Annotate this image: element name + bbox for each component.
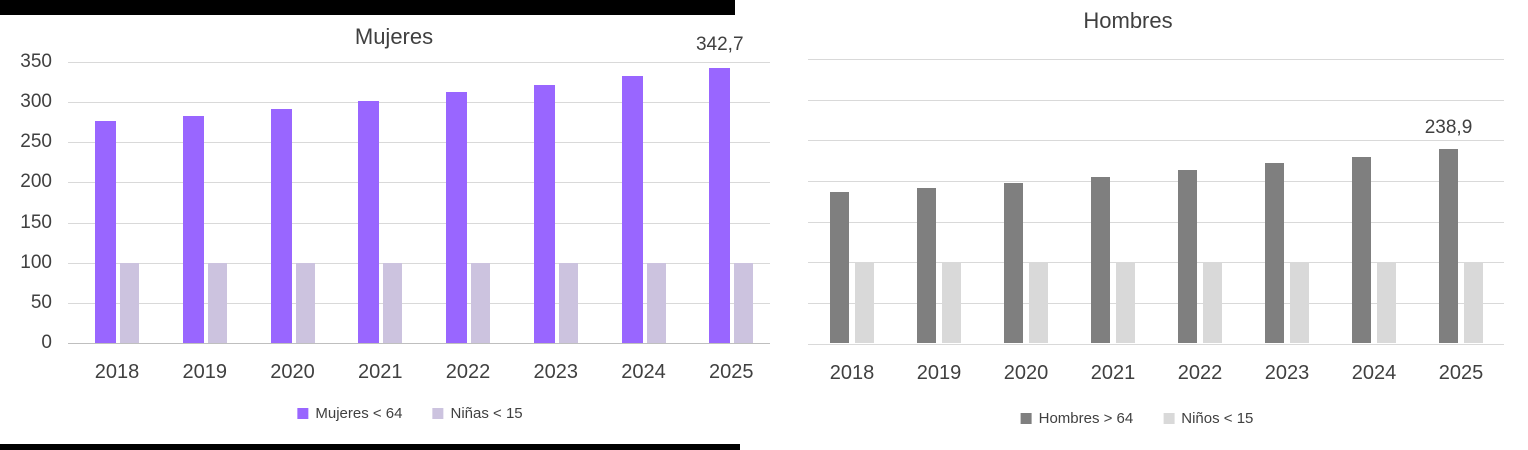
legend-item-hombres-1: Niños < 15 <box>1163 410 1253 427</box>
gridline-y50 <box>808 302 1504 304</box>
mujeres-legend: Mujeres < 64 Niñas < 15 <box>297 405 523 422</box>
x-axis-label-2021: 2021 <box>1090 362 1136 384</box>
bar-hombres-adult-2021 <box>1091 176 1110 344</box>
bar-hombres-child-2025 <box>1464 262 1483 344</box>
y-axis-tick-label: 200 <box>20 171 52 193</box>
bar-hombres-child-2023 <box>1290 262 1309 344</box>
legend-label: Niñas < 15 <box>450 405 523 422</box>
legend-swatch-icon <box>1020 413 1032 424</box>
gridline-y250 <box>68 142 770 144</box>
bar-mujeres-child-2023 <box>558 262 578 343</box>
bar-hombres-adult-2019 <box>917 188 936 344</box>
x-axis-label-2022: 2022 <box>1177 362 1223 384</box>
gridline-y200 <box>68 182 770 184</box>
gridline-y0 <box>68 343 770 344</box>
y-axis-tick-label: 250 <box>20 131 52 153</box>
bar-hombres-child-2020 <box>1029 262 1048 344</box>
x-axis-label-2024: 2024 <box>621 361 666 383</box>
x-axis-label-2025: 2025 <box>709 361 754 383</box>
bar-hombres-child-2021 <box>1116 262 1135 344</box>
bar-hombres-adult-2023 <box>1265 163 1284 344</box>
data-label-hombres: 238,9 <box>1424 117 1473 139</box>
legend-label: Hombres > 64 <box>1038 410 1134 427</box>
x-axis-label-2021: 2021 <box>358 361 403 383</box>
y-axis-tick-label: 350 <box>20 51 52 72</box>
legend-swatch-icon <box>432 408 444 419</box>
legend-label: Mujeres < 64 <box>315 405 403 422</box>
bar-mujeres-child-2024 <box>646 262 666 343</box>
gridline-y200 <box>808 180 1504 182</box>
bar-mujeres-adult-2019 <box>182 115 204 343</box>
bar-hombres-child-2022 <box>1203 262 1222 344</box>
bar-mujeres-adult-2024 <box>621 76 643 343</box>
x-axis-label-2024: 2024 <box>1351 362 1397 384</box>
x-axis-label-2023: 2023 <box>533 361 579 383</box>
bar-hombres-adult-2024 <box>1352 156 1371 344</box>
bottom-black-bar <box>0 444 740 450</box>
bar-mujeres-child-2025 <box>734 262 754 343</box>
bar-mujeres-child-2020 <box>295 262 315 343</box>
gridline-y150 <box>808 221 1504 223</box>
y-axis-tick-label: 300 <box>20 91 52 113</box>
gridline-y100 <box>808 262 1504 264</box>
legend-item-mujeres-0: Mujeres < 64 <box>297 405 403 422</box>
legend-label: Niños < 15 <box>1181 410 1254 427</box>
bar-hombres-adult-2020 <box>1004 183 1023 344</box>
bar-hombres-child-2024 <box>1377 262 1396 344</box>
gridline-y0 <box>808 343 1504 345</box>
bar-mujeres-child-2022 <box>471 262 490 343</box>
y-axis-tick-label: 150 <box>20 211 52 233</box>
gridline-y150 <box>68 222 770 224</box>
bar-hombres-adult-2025 <box>1439 149 1458 344</box>
bar-hombres-child-2018 <box>855 262 874 344</box>
bar-mujeres-child-2019 <box>207 262 227 343</box>
mujeres-chart-title: Mujeres <box>354 24 434 49</box>
bar-mujeres-child-2018 <box>120 262 139 343</box>
y-axis-tick-label: 0 <box>41 332 52 353</box>
bar-mujeres-adult-2023 <box>533 85 555 343</box>
bar-mujeres-adult-2020 <box>270 109 292 343</box>
hombres-legend: Hombres > 64 Niños < 15 <box>1020 410 1253 427</box>
top-black-bar <box>0 0 735 15</box>
gridline-y250 <box>808 140 1504 142</box>
bar-mujeres-child-2021 <box>383 262 403 343</box>
x-axis-label-2025: 2025 <box>1438 362 1484 384</box>
bar-mujeres-adult-2022 <box>446 91 467 343</box>
gridline-y350 <box>68 62 770 63</box>
x-axis-label-2023: 2023 <box>1264 362 1310 384</box>
x-axis-label-2018: 2018 <box>94 361 140 383</box>
data-label-mujeres: 342,7 <box>695 33 744 55</box>
x-axis-label-2020: 2020 <box>1003 362 1049 384</box>
gridline-y50 <box>68 302 770 304</box>
gridline-y100 <box>68 262 770 264</box>
bar-hombres-adult-2022 <box>1178 169 1197 344</box>
x-axis-label-2022: 2022 <box>445 361 491 383</box>
legend-swatch-icon <box>297 408 309 419</box>
y-axis-tick-label: 100 <box>20 251 52 273</box>
bar-hombres-child-2019 <box>942 262 961 344</box>
x-axis-label-2019: 2019 <box>916 362 962 384</box>
bar-mujeres-adult-2018 <box>95 120 116 343</box>
gridline-y350 <box>808 59 1504 60</box>
x-axis-label-2020: 2020 <box>270 361 315 383</box>
legend-swatch-icon <box>1163 413 1175 424</box>
x-axis-label-2018: 2018 <box>829 362 875 384</box>
gridline-y300 <box>68 102 770 104</box>
bar-hombres-adult-2018 <box>830 192 849 344</box>
y-axis-tick-label: 50 <box>30 291 52 313</box>
hombres-chart-title: Hombres <box>1083 8 1173 33</box>
bar-mujeres-adult-2025 <box>709 67 731 343</box>
bar-mujeres-adult-2021 <box>358 101 380 343</box>
legend-item-hombres-0: Hombres > 64 <box>1020 410 1134 427</box>
x-axis-label-2019: 2019 <box>182 361 228 383</box>
gridline-y300 <box>808 99 1504 101</box>
legend-item-mujeres-1: Niñas < 15 <box>432 405 523 422</box>
